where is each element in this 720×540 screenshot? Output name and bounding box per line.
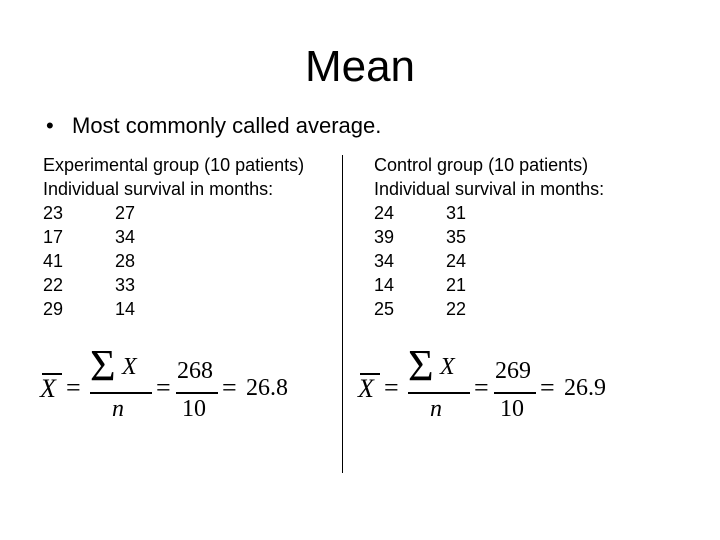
value-cell: 17 [43,227,64,247]
control-subheading: Individual survival in months: [374,179,605,199]
sum-value: 268 [177,358,213,384]
mean-bar [360,373,380,375]
value-cell: 35 [446,227,467,247]
value-cell: 14 [115,299,136,319]
sigma-symbol: Σ [90,341,116,390]
value-cell: 24 [446,251,467,271]
value-cell: 34 [374,251,395,271]
value-cell: 24 [374,203,395,223]
value-cell: 22 [43,275,64,295]
bullet-text: Most commonly called average. [72,113,382,138]
column-divider [342,155,343,473]
bullet-item: • Most commonly called average. [46,112,381,140]
mean-symbol: X [40,374,56,403]
experimental-mean-formula: X = Σ X n = 268 10 = 26.8 [40,342,300,428]
sum-value: 269 [495,358,531,384]
control-heading: Control group (10 patients) [374,155,589,175]
equals-sign: = [156,373,171,402]
value-cell: 41 [43,251,64,271]
fraction-bar [176,392,218,394]
count-symbol: n [430,396,442,422]
experimental-values: 23 27 17 34 41 28 22 33 29 14 [43,201,304,321]
bullet-marker: • [46,113,54,138]
fraction-bar [494,392,536,394]
experimental-subheading: Individual survival in months: [43,179,274,199]
mean-symbol: X [358,374,374,403]
control-group: Control group (10 patients) Individual s… [374,153,604,321]
count-value: 10 [500,396,524,422]
fraction-bar [408,392,470,394]
equals-sign: = [222,373,237,402]
equals-sign: = [66,373,81,402]
value-cell: 14 [374,275,395,295]
value-cell: 33 [115,275,136,295]
sum-variable: X [440,354,455,380]
value-cell: 25 [374,299,395,319]
sigma-symbol: Σ [408,341,434,390]
value-cell: 34 [115,227,136,247]
experimental-heading: Experimental group (10 patients) [43,155,305,175]
value-cell: 23 [43,203,64,223]
mean-result: 26.9 [564,375,606,401]
count-symbol: n [112,396,124,422]
slide-title: Mean [304,42,416,91]
value-cell: 22 [446,299,467,319]
value-cell: 27 [115,203,136,223]
equals-sign: = [384,373,399,402]
value-cell: 39 [374,227,395,247]
fraction-bar [90,392,152,394]
equals-sign: = [474,373,489,402]
mean-result: 26.8 [246,375,288,401]
value-cell: 21 [446,275,467,295]
value-cell: 28 [115,251,136,271]
mean-bar [42,373,62,375]
value-cell: 31 [446,203,467,223]
equals-sign: = [540,373,555,402]
count-value: 10 [182,396,206,422]
experimental-group: Experimental group (10 patients) Individ… [43,153,304,321]
control-mean-formula: X = Σ X n = 269 10 = 26.9 [358,342,618,428]
sum-variable: X [122,354,137,380]
value-cell: 29 [43,299,64,319]
control-values: 24 31 39 35 34 24 14 21 25 22 [374,201,604,321]
